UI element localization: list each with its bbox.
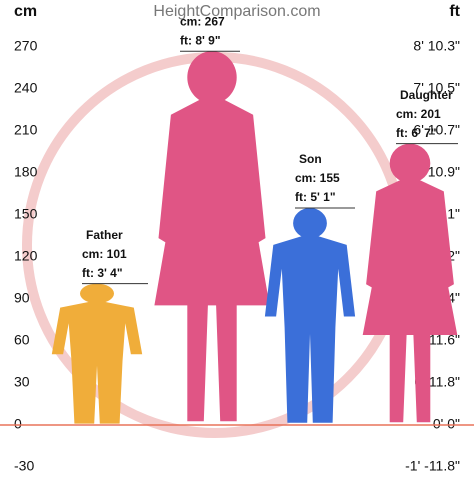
figure	[264, 208, 356, 423]
cm-label: cm: 101	[82, 247, 127, 261]
name-label: Daughter	[400, 88, 453, 102]
y-tick-label: -30	[14, 458, 34, 474]
ft-label: ft: 3' 4"	[82, 266, 123, 280]
y-tick-label: 150	[14, 206, 38, 222]
y-tick-label: 120	[14, 248, 38, 264]
figure	[154, 51, 270, 422]
y-tick-label: 30	[14, 374, 30, 390]
chart-title: HeightComparison.com	[153, 3, 320, 20]
y2-axis-label: ft	[449, 3, 460, 20]
y2-tick-label: 6' 10.7"	[413, 122, 460, 138]
y-tick-label: 240	[14, 80, 38, 96]
y-tick-label: 60	[14, 332, 30, 348]
y-tick-label: 270	[14, 38, 38, 54]
y-tick-label: 0	[14, 416, 22, 432]
name-label: Father	[86, 228, 123, 242]
ft-label: ft: 8' 9"	[180, 33, 221, 47]
name-label: Son	[299, 152, 322, 166]
cm-label: cm: 201	[396, 107, 441, 121]
cm-label: cm: 267	[180, 14, 225, 28]
y-axis-label: cm	[14, 3, 37, 20]
y2-tick-label: 7' 10.5"	[413, 80, 460, 96]
y2-tick-label: 0' 0"	[433, 416, 460, 432]
y2-tick-label: -1' -11.8"	[405, 458, 460, 474]
cm-label: cm: 155	[295, 171, 340, 185]
y-tick-label: 180	[14, 164, 38, 180]
y-tick-label: 90	[14, 290, 30, 306]
figure	[51, 283, 143, 424]
y2-tick-label: 8' 10.3"	[413, 38, 460, 54]
ft-label: ft: 5' 1"	[295, 190, 336, 204]
figure	[362, 143, 458, 423]
ft-label: ft: 6' 7"	[396, 126, 437, 140]
y-tick-label: 210	[14, 122, 38, 138]
